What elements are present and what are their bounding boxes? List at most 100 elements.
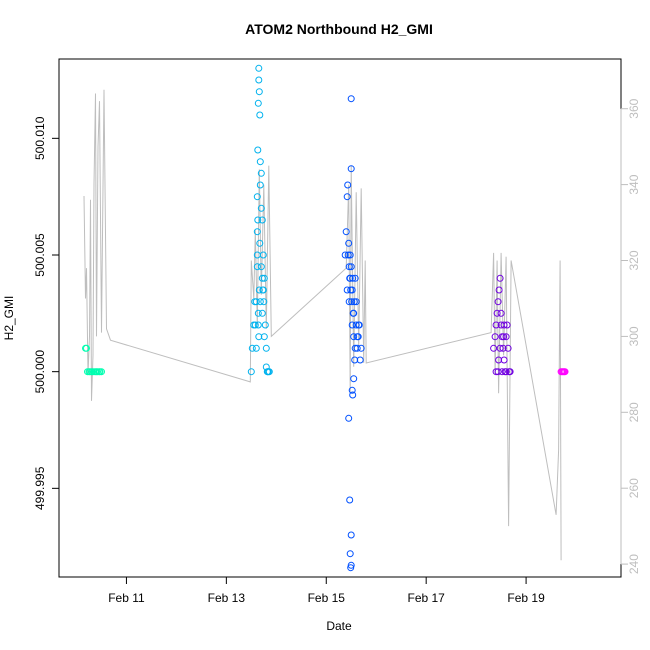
- y2-tick-label: 240: [627, 554, 641, 574]
- data-point: [494, 298, 502, 306]
- data-point: [256, 181, 264, 189]
- data-point: [345, 298, 353, 306]
- data-point: [254, 321, 262, 329]
- data-point: [344, 251, 352, 259]
- data-point: [260, 298, 268, 306]
- y-tick-label: 499.995: [33, 466, 47, 510]
- data-point: [346, 274, 354, 282]
- data-point: [255, 76, 263, 84]
- y2-tick-label: 320: [627, 250, 641, 270]
- x-tick-label: Feb 13: [208, 591, 246, 605]
- data-point: [495, 286, 503, 294]
- data-point: [258, 274, 266, 282]
- y2-tick-label: 260: [627, 478, 641, 498]
- data-point: [264, 368, 272, 376]
- data-point: [353, 344, 361, 352]
- data-point: [491, 333, 499, 341]
- data-point: [253, 263, 261, 271]
- data-point: [252, 298, 260, 306]
- y2-tick-label: 360: [627, 98, 641, 118]
- data-point: [247, 368, 255, 376]
- data-point: [503, 321, 511, 329]
- y2-axis: 240 260 280 300 320 340 360: [620, 98, 641, 574]
- data-point: [253, 228, 261, 236]
- data-point: [347, 95, 355, 103]
- altitude-line: [83, 89, 562, 561]
- data-point: [256, 298, 264, 306]
- data-point: [500, 333, 508, 341]
- data-point: [260, 274, 268, 282]
- x-tick-label: Feb 19: [507, 591, 545, 605]
- data-point: [342, 228, 350, 236]
- y-tick-label: 500.000: [33, 350, 47, 394]
- data-point: [502, 333, 510, 341]
- data-point: [257, 263, 265, 271]
- data-point: [348, 386, 356, 394]
- data-point: [355, 321, 363, 329]
- data-point: [350, 309, 358, 317]
- data-point: [492, 321, 500, 329]
- data-point: [345, 414, 353, 422]
- x-tick-label: Feb 15: [308, 591, 346, 605]
- data-point: [350, 375, 358, 383]
- data-point: [347, 561, 355, 569]
- data-point: [255, 88, 263, 96]
- x-axis: Feb 11 Feb 13 Feb 15 Feb 17 Feb 19: [108, 576, 545, 605]
- data-point: [254, 216, 262, 224]
- data-point: [346, 251, 354, 259]
- y-axis-label: H2_GMI: [2, 296, 16, 341]
- data-point: [262, 344, 270, 352]
- data-point: [353, 333, 361, 341]
- data-point: [502, 368, 510, 376]
- data-point: [261, 321, 269, 329]
- data-point: [561, 368, 569, 376]
- data-point: [497, 309, 505, 317]
- altitude-line-layer: [83, 89, 562, 561]
- data-point: [347, 165, 355, 173]
- data-point: [258, 309, 266, 317]
- data-point: [350, 298, 358, 306]
- data-point: [352, 321, 360, 329]
- data-point: [251, 321, 259, 329]
- data-point: [504, 344, 512, 352]
- data-point: [347, 263, 355, 271]
- data-point: [253, 193, 261, 201]
- data-point: [351, 274, 359, 282]
- data-point: [257, 204, 265, 212]
- plot-frame: [58, 58, 622, 578]
- data-point: [257, 169, 265, 177]
- y2-tick-label: 300: [627, 326, 641, 346]
- data-point: [254, 99, 262, 107]
- data-point: [258, 216, 266, 224]
- x-tick-label: Feb 11: [108, 591, 145, 605]
- data-point: [254, 309, 262, 317]
- data-point: [350, 333, 358, 341]
- data-point: [260, 333, 268, 341]
- y2-tick-label: 280: [627, 402, 641, 422]
- data-point: [83, 344, 90, 352]
- data-point: [248, 344, 256, 352]
- data-point: [341, 251, 349, 259]
- data-point: [344, 181, 352, 189]
- data-point: [348, 298, 356, 306]
- data-point: [98, 368, 105, 376]
- data-point: [255, 286, 263, 294]
- data-point: [494, 368, 502, 376]
- data-point: [256, 158, 264, 166]
- data-point: [343, 286, 351, 294]
- data-point: [498, 368, 506, 376]
- x-tick-label: Feb 17: [407, 591, 445, 605]
- data-point: [500, 321, 508, 329]
- x-axis-label: Date: [326, 619, 352, 633]
- data-point: [346, 496, 354, 504]
- data-point: [347, 531, 355, 539]
- data-point: [356, 356, 364, 364]
- points-layer: [82, 64, 569, 572]
- y2-tick-label: 340: [627, 174, 641, 194]
- data-point: [349, 274, 357, 282]
- data-point: [254, 146, 262, 154]
- data-point: [496, 344, 504, 352]
- y-tick-label: 500.005: [33, 233, 47, 277]
